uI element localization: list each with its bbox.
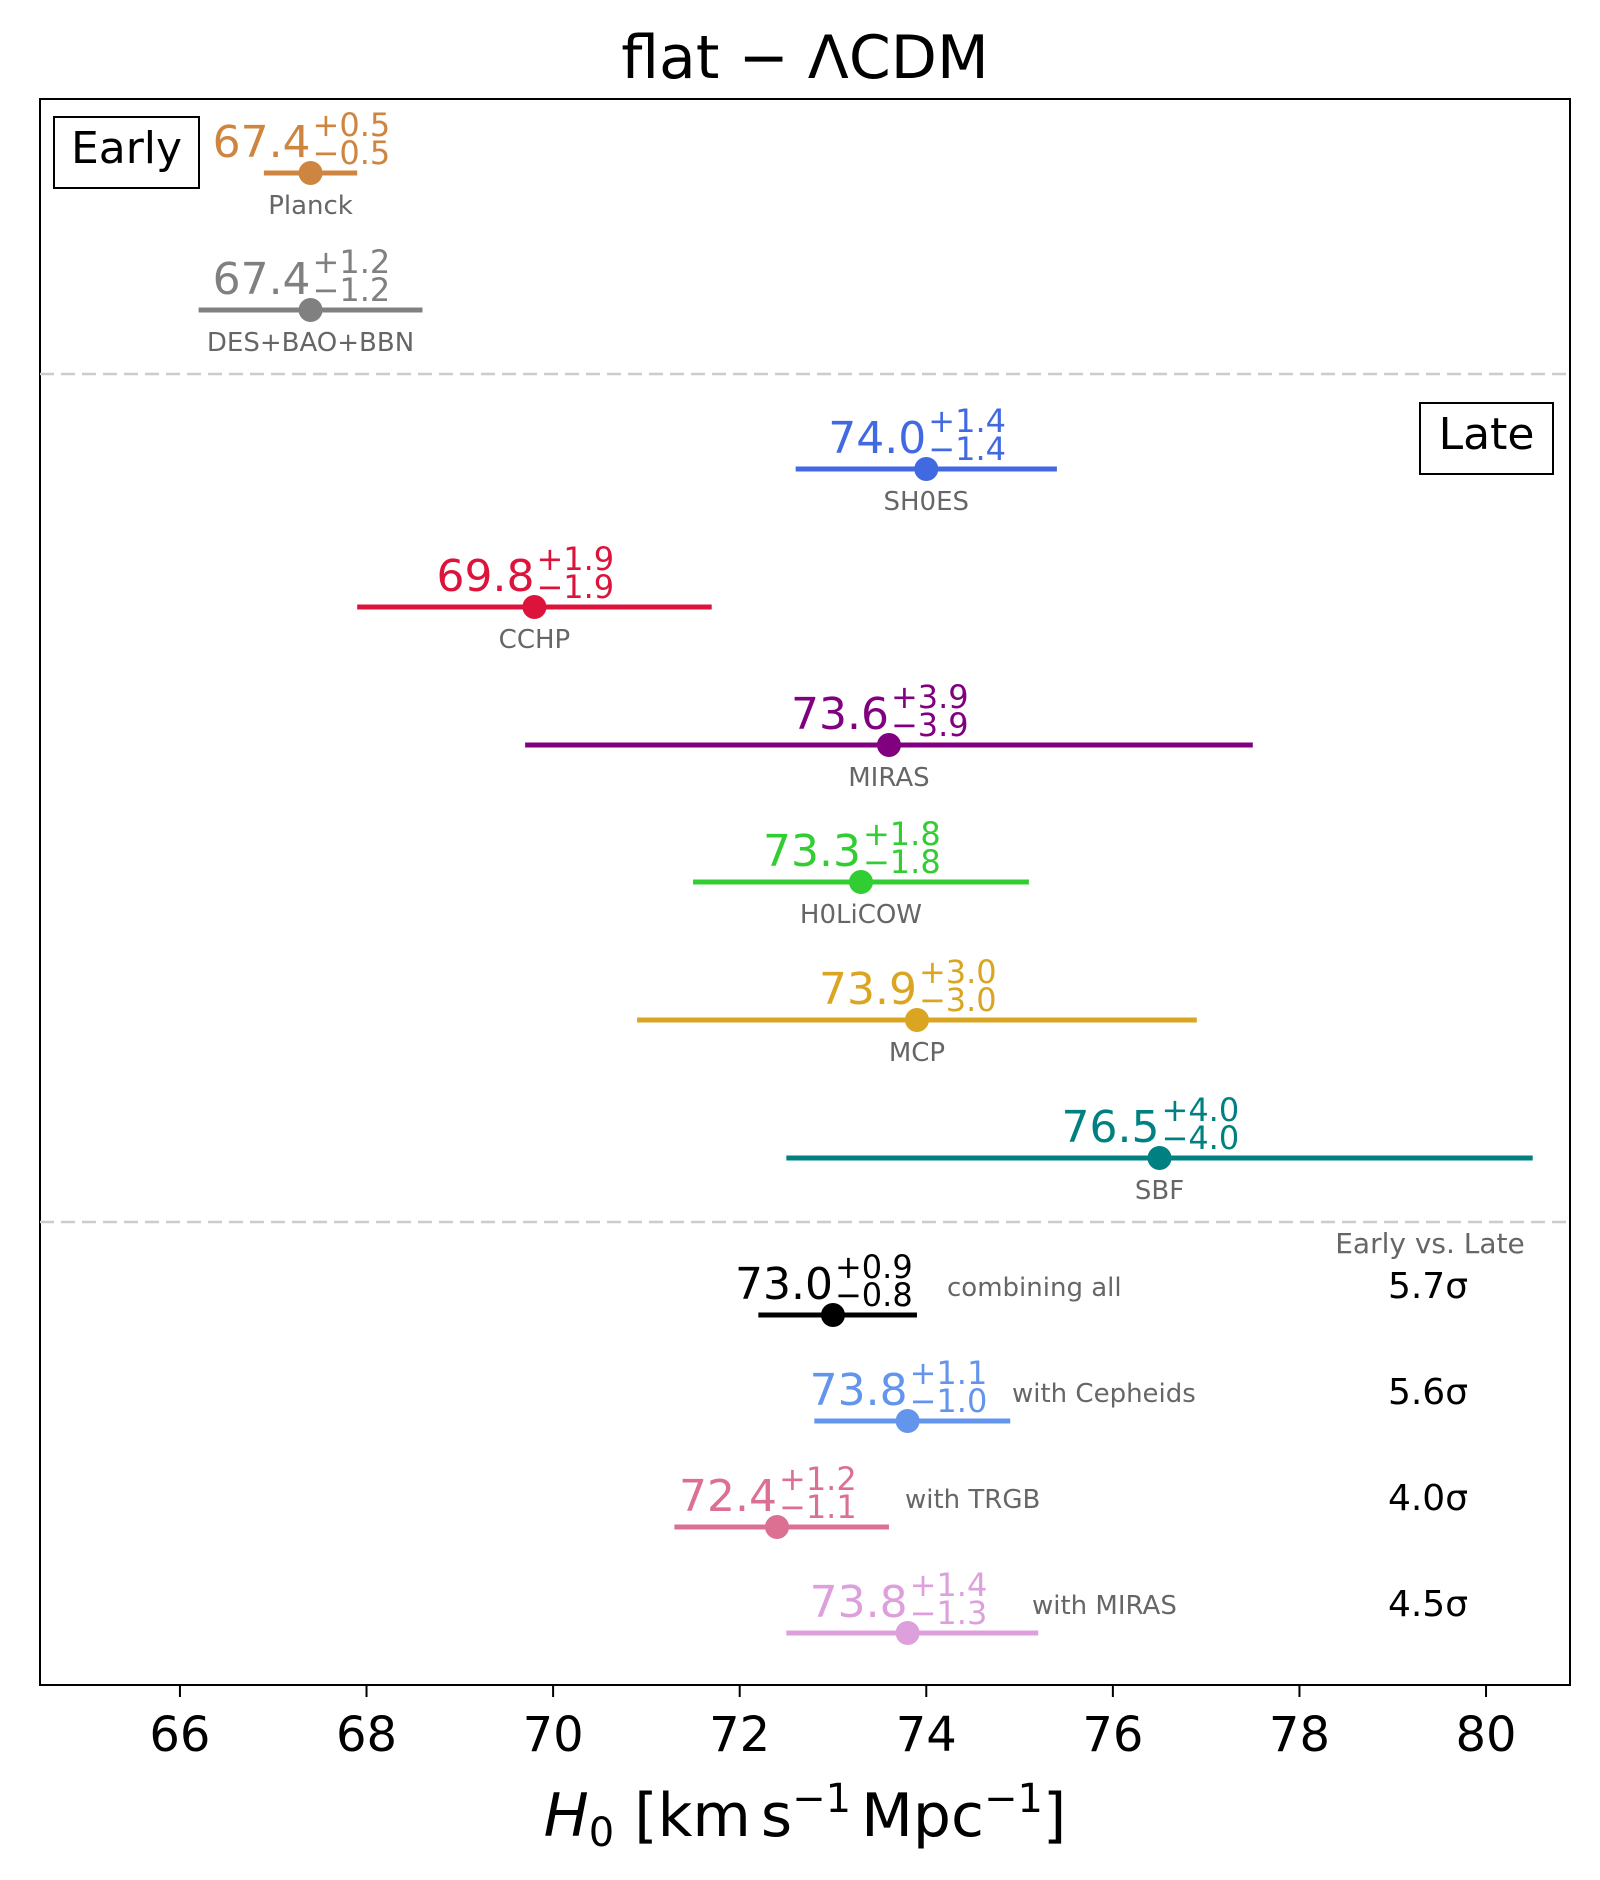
minus-error-cchp: −1.9 xyxy=(536,568,614,606)
x-axis-label: H0 [km s−1 Mpc−1] xyxy=(544,1776,1067,1856)
x-tick-label-68: 68 xyxy=(336,1707,397,1763)
entry-h0licow: 73.3 +1.8−1.8 H0LiCOW xyxy=(693,815,1029,930)
value-label-sh0es: 74.0 xyxy=(828,413,926,464)
x-axis: 66 68 70 72 74 76 78 80 xyxy=(149,1685,1517,1763)
point-with-miras xyxy=(895,1621,920,1645)
name-label-des-bao-bbn: DES+BAO+BBN xyxy=(207,328,414,358)
plus-error-des-bao-bbn: +1.2 xyxy=(313,243,391,281)
minus-error-sbf: −4.0 xyxy=(1162,1119,1240,1157)
entry-sh0es: 74.0 +1.4−1.4 SH0ES xyxy=(795,402,1057,517)
late-label: Late xyxy=(1439,409,1535,460)
plus-error-sh0es: +1.4 xyxy=(928,402,1006,440)
entry-miras: 73.6 +3.9−3.9 MIRAS xyxy=(525,678,1253,793)
plus-error-with-miras: +1.4 xyxy=(910,1566,988,1604)
late-label-box: Late xyxy=(1419,402,1554,475)
entry-planck: 67.4 +0.5−0.5 Planck xyxy=(213,106,391,221)
minus-error-mcp: −3.0 xyxy=(919,981,997,1019)
chart-title: flat − ΛCDM xyxy=(621,23,988,93)
value-label-with-trgb: 72.4 xyxy=(679,1471,777,1522)
plus-error-h0licow: +1.8 xyxy=(863,815,941,853)
value-label-mcp: 73.9 xyxy=(819,964,917,1015)
sigma-label-with-trgb: 4.0σ xyxy=(1388,1478,1468,1519)
value-label-sbf: 76.5 xyxy=(1062,1102,1160,1153)
sigma-label-with-cepheids: 5.6σ xyxy=(1388,1372,1468,1413)
value-label-des-bao-bbn: 67.4 xyxy=(213,254,311,305)
name-label-h0licow: H0LiCOW xyxy=(800,900,922,930)
early-label-box: Early xyxy=(53,116,200,189)
comparison-header: Early vs. Late xyxy=(1335,1227,1525,1260)
minus-error-h0licow: −1.8 xyxy=(863,843,941,881)
entry-with-miras: 73.8 +1.4−1.3 with MIRAS 4.5σ xyxy=(786,1566,1468,1645)
plus-error-cchp: +1.9 xyxy=(536,540,614,578)
point-h0licow xyxy=(848,870,873,894)
point-planck xyxy=(298,161,323,185)
name-label-combining-all: combining all xyxy=(947,1273,1122,1303)
point-combining-all xyxy=(820,1303,845,1327)
value-label-miras: 73.6 xyxy=(791,689,889,740)
plus-error-miras: +3.9 xyxy=(891,678,969,716)
x-tick-label-76: 76 xyxy=(1082,1707,1143,1763)
entry-mcp: 73.9 +3.0−3.0 MCP xyxy=(637,953,1197,1068)
name-label-sh0es: SH0ES xyxy=(884,487,970,517)
point-sh0es xyxy=(914,457,939,481)
minus-error-combining-all: −0.8 xyxy=(835,1276,913,1314)
minus-error-with-trgb: −1.1 xyxy=(779,1488,857,1526)
early-label: Early xyxy=(71,123,182,174)
entry-sbf: 76.5 +4.0−4.0 SBF xyxy=(786,1091,1533,1206)
plus-error-combining-all: +0.9 xyxy=(835,1248,913,1286)
point-des-bao-bbn xyxy=(298,298,323,322)
entry-with-cepheids: 73.8 +1.1−1.0 with Cepheids 5.6σ xyxy=(810,1354,1468,1433)
point-mcp xyxy=(904,1008,929,1032)
entry-cchp: 69.8 +1.9−1.9 CCHP xyxy=(357,540,712,655)
minus-error-planck: −0.5 xyxy=(313,134,391,172)
plus-error-sbf: +4.0 xyxy=(1162,1091,1240,1129)
value-label-combining-all: 73.0 xyxy=(735,1259,833,1310)
plus-error-with-cepheids: +1.1 xyxy=(910,1354,988,1392)
point-with-trgb xyxy=(765,1515,790,1539)
name-label-with-trgb: with TRGB xyxy=(905,1485,1040,1515)
value-label-with-miras: 73.8 xyxy=(810,1577,908,1628)
plus-error-with-trgb: +1.2 xyxy=(779,1460,857,1498)
minus-error-sh0es: −1.4 xyxy=(928,430,1006,468)
x-tick-label-78: 78 xyxy=(1269,1707,1330,1763)
name-label-with-miras: with MIRAS xyxy=(1032,1591,1177,1621)
name-label-mcp: MCP xyxy=(889,1038,945,1068)
sigma-label-combining-all: 5.7σ xyxy=(1388,1266,1468,1307)
entry-des-bao-bbn: 67.4 +1.2−1.2 DES+BAO+BBN xyxy=(198,243,423,358)
plot-frame xyxy=(39,98,1571,1686)
name-label-sbf: SBF xyxy=(1135,1176,1184,1206)
minus-error-with-cepheids: −1.0 xyxy=(910,1382,988,1420)
point-cchp xyxy=(522,595,547,619)
name-label-planck: Planck xyxy=(268,191,353,221)
name-label-cchp: CCHP xyxy=(499,625,571,655)
name-label-with-cepheids: with Cepheids xyxy=(1012,1379,1196,1409)
point-miras xyxy=(876,733,901,757)
value-label-cchp: 69.8 xyxy=(436,551,534,602)
sigma-label-with-miras: 4.5σ xyxy=(1388,1584,1468,1625)
minus-error-with-miras: −1.3 xyxy=(910,1594,988,1632)
value-label-planck: 67.4 xyxy=(213,117,311,168)
x-tick-label-66: 66 xyxy=(149,1707,210,1763)
value-label-with-cepheids: 73.8 xyxy=(810,1365,908,1416)
entry-combining-all: 73.0 +0.9−0.8 combining all 5.7σ xyxy=(735,1248,1468,1327)
plus-error-mcp: +3.0 xyxy=(919,953,997,991)
point-with-cepheids xyxy=(895,1409,920,1433)
plus-error-planck: +0.5 xyxy=(313,106,391,144)
entry-with-trgb: 72.4 +1.2−1.1 with TRGB 4.0σ xyxy=(674,1460,1468,1539)
x-tick-label-70: 70 xyxy=(523,1707,584,1763)
point-sbf xyxy=(1147,1146,1172,1170)
minus-error-des-bao-bbn: −1.2 xyxy=(313,271,391,309)
value-label-h0licow: 73.3 xyxy=(763,826,861,877)
x-tick-label-72: 72 xyxy=(709,1707,770,1763)
name-label-miras: MIRAS xyxy=(848,763,929,793)
minus-error-miras: −3.9 xyxy=(891,706,969,744)
x-tick-label-80: 80 xyxy=(1455,1707,1516,1763)
x-tick-label-74: 74 xyxy=(896,1707,957,1763)
